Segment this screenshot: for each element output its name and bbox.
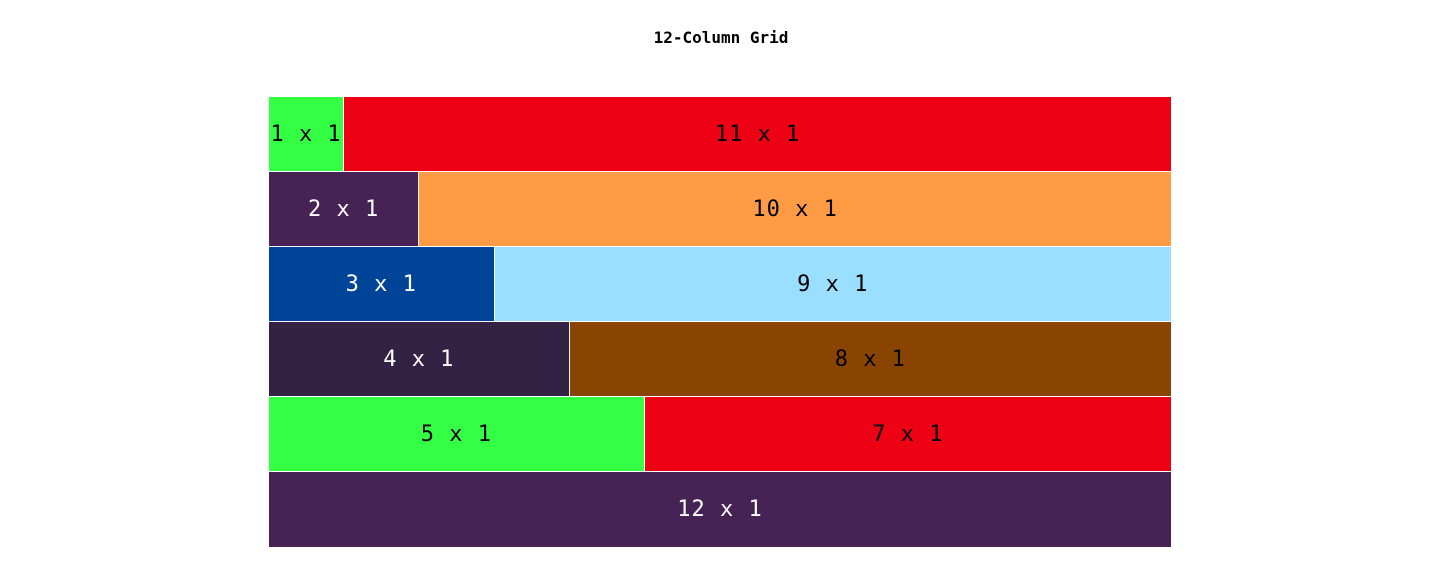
grid-row-4: 4 x 1 8 x 1 bbox=[269, 322, 1171, 397]
grid-cell: 1 x 1 bbox=[269, 97, 345, 172]
grid-cell: 11 x 1 bbox=[344, 97, 1171, 172]
column-grid: 1 x 1 11 x 1 2 x 1 10 x 1 3 x 1 9 x 1 4 … bbox=[269, 97, 1171, 548]
grid-row-6: 12 x 1 bbox=[269, 472, 1171, 547]
grid-cell: 5 x 1 bbox=[269, 397, 645, 472]
grid-row-5: 5 x 1 7 x 1 bbox=[269, 397, 1171, 472]
grid-cell: 8 x 1 bbox=[569, 322, 1171, 397]
grid-cell: 7 x 1 bbox=[644, 397, 1171, 472]
grid-cell: 9 x 1 bbox=[494, 247, 1171, 322]
grid-cell: 3 x 1 bbox=[269, 247, 495, 322]
grid-cell: 12 x 1 bbox=[269, 472, 1171, 547]
grid-row-2: 2 x 1 10 x 1 bbox=[269, 172, 1171, 247]
grid-cell: 10 x 1 bbox=[419, 172, 1171, 247]
grid-row-3: 3 x 1 9 x 1 bbox=[269, 247, 1171, 322]
grid-cell: 4 x 1 bbox=[269, 322, 570, 397]
grid-cell: 2 x 1 bbox=[269, 172, 420, 247]
diagram-title: 12-Column Grid bbox=[653, 28, 789, 47]
grid-row-1: 1 x 1 11 x 1 bbox=[269, 97, 1171, 172]
